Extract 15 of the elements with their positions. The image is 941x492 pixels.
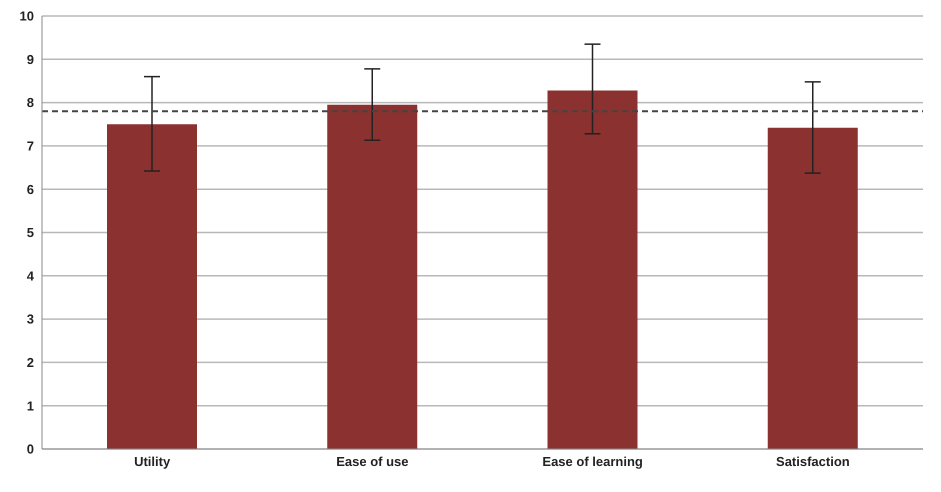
y-tick-label: 8 <box>26 95 34 110</box>
x-tick-label: Ease of learning <box>542 454 643 470</box>
y-tick-label: 6 <box>26 182 34 197</box>
y-tick-label: 0 <box>26 442 34 457</box>
x-tick-label: Satisfaction <box>776 454 850 470</box>
y-tick-label: 7 <box>26 138 34 154</box>
y-tick-label: 10 <box>20 8 34 24</box>
y-tick-label: 5 <box>26 225 34 240</box>
y-tick-label: 9 <box>26 52 34 67</box>
y-tick-label: 4 <box>26 268 35 284</box>
y-tick-label: 3 <box>26 312 34 327</box>
x-tick-label: Utility <box>134 454 171 470</box>
x-tick-label: Ease of use <box>336 454 409 470</box>
y-tick-label: 2 <box>26 355 34 370</box>
y-tick-label: 1 <box>26 398 34 414</box>
